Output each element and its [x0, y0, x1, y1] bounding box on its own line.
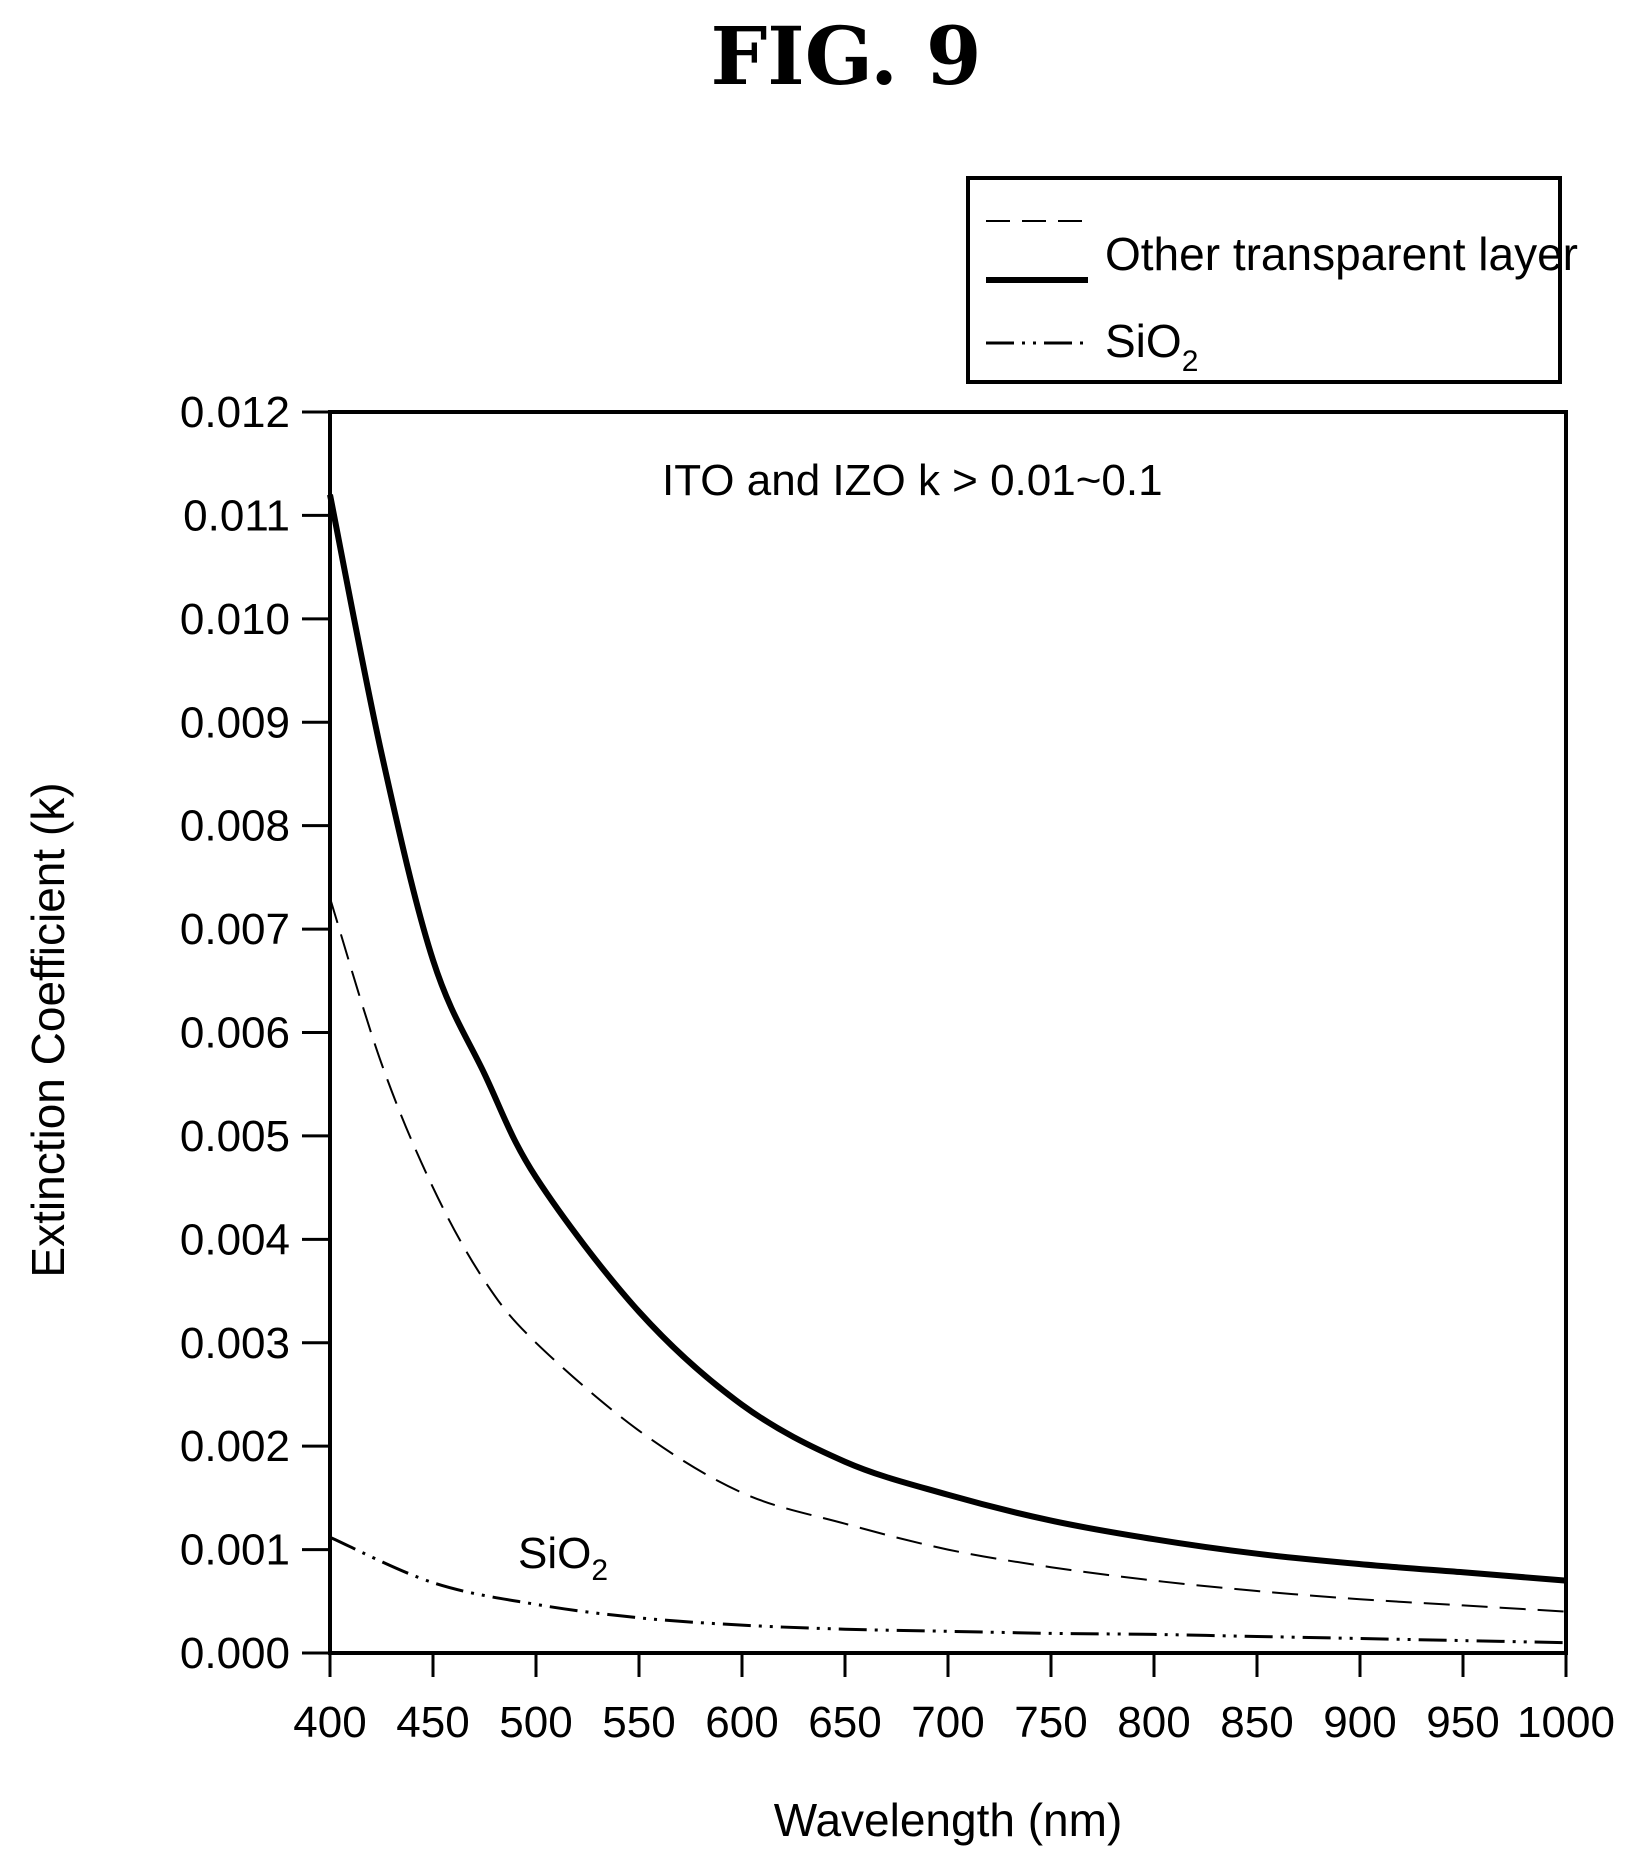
x-tick-label: 900	[1323, 1698, 1396, 1747]
x-tick-label: 400	[293, 1698, 366, 1747]
y-tick-label: 0.000	[180, 1629, 290, 1678]
x-tick-label: 850	[1220, 1698, 1293, 1747]
y-tick-label: 0.003	[180, 1319, 290, 1368]
legend-box	[966, 176, 1562, 384]
y-axis-ticks: 0.000 0.001 0.002 0.003 0.004 0.005 0.006 0.007…	[180, 388, 330, 1678]
y-tick-label: 0.005	[180, 1112, 290, 1161]
series-line-sio2	[329, 1535, 1567, 1645]
x-tick-label: 700	[911, 1698, 984, 1747]
series-line-dashed	[329, 897, 1567, 1613]
y-tick-label: 0.011	[183, 491, 290, 540]
y-axis-label: Extinction Coefficient (k)	[22, 782, 74, 1277]
y-tick-label: 0.004	[180, 1215, 290, 1264]
y-tick-label: 0.001	[180, 1526, 290, 1575]
x-tick-label: 550	[602, 1698, 675, 1747]
x-tick-label: 750	[1014, 1698, 1087, 1747]
x-tick-label: 950	[1426, 1698, 1499, 1747]
series-line-solid	[327, 494, 1567, 1584]
y-tick-label: 0.008	[180, 802, 290, 851]
y-tick-label: 0.002	[180, 1422, 290, 1471]
ito-note-annotation: ITO and IZO k > 0.01~0.1	[662, 456, 1163, 505]
x-tick-label: 450	[396, 1698, 469, 1747]
figure-title: FIG. 9	[710, 9, 981, 103]
legend: Other transparent layer SiO2	[966, 176, 1578, 384]
series-layer	[327, 494, 1567, 1645]
x-axis-ticks: 400 450 500 550 600 650 700 750 800 850 900 950 1000	[293, 1653, 1615, 1747]
y-tick-label: 0.009	[180, 698, 290, 747]
legend-label-sio2: SiO2	[1105, 315, 1198, 378]
y-tick-label: 0.007	[180, 905, 290, 954]
plot-area	[328, 410, 1568, 1655]
x-tick-label: 800	[1117, 1698, 1190, 1747]
x-tick-label: 500	[499, 1698, 572, 1747]
sio2-annotation: SiO2	[518, 1529, 608, 1587]
x-tick-label: 1000	[1517, 1698, 1615, 1747]
x-tick-label: 650	[808, 1698, 881, 1747]
y-tick-label: 0.010	[180, 595, 290, 644]
x-tick-label: 600	[705, 1698, 778, 1747]
y-tick-label: 0.012	[180, 388, 290, 437]
y-tick-label: 0.006	[180, 1009, 290, 1058]
x-axis-label: Wavelength (nm)	[774, 1794, 1123, 1846]
legend-label-other: Other transparent layer	[1105, 228, 1578, 280]
